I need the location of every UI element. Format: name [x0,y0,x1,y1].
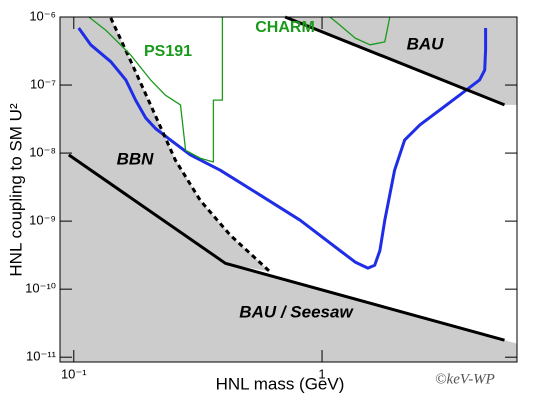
y-tick-label: 10⁻⁹ [29,213,56,228]
excluded-region [60,154,517,362]
curve [88,16,224,163]
x-axis-label: HNL mass (GeV) [216,374,345,393]
annotation: BAU [407,34,445,53]
annotation: BBN [117,149,155,168]
y-axis-label: HNL coupling to SM U² [6,103,25,277]
y-tick-label: 10⁻¹¹ [26,349,57,364]
curve [329,16,391,46]
x-tick-label: 10⁻¹ [61,366,87,381]
curve [284,15,506,107]
curve [77,27,488,270]
curve [109,17,272,273]
y-tick-label: 10⁻⁷ [30,76,56,91]
curve [67,153,505,342]
y-tick-label: 10⁻⁸ [29,145,56,160]
y-tick-label: 10⁻¹⁰ [25,281,56,296]
y-tick-label: 10⁻⁶ [29,8,56,23]
annotation: CHARM [255,19,315,36]
annotation: PS191 [144,43,192,60]
excluded-region [60,17,271,272]
x-tick-label: 1 [318,366,325,381]
plot-frame [59,16,518,363]
annotation: ©keV-WP [435,371,495,387]
annotation: BAU / Seesaw [239,302,354,321]
